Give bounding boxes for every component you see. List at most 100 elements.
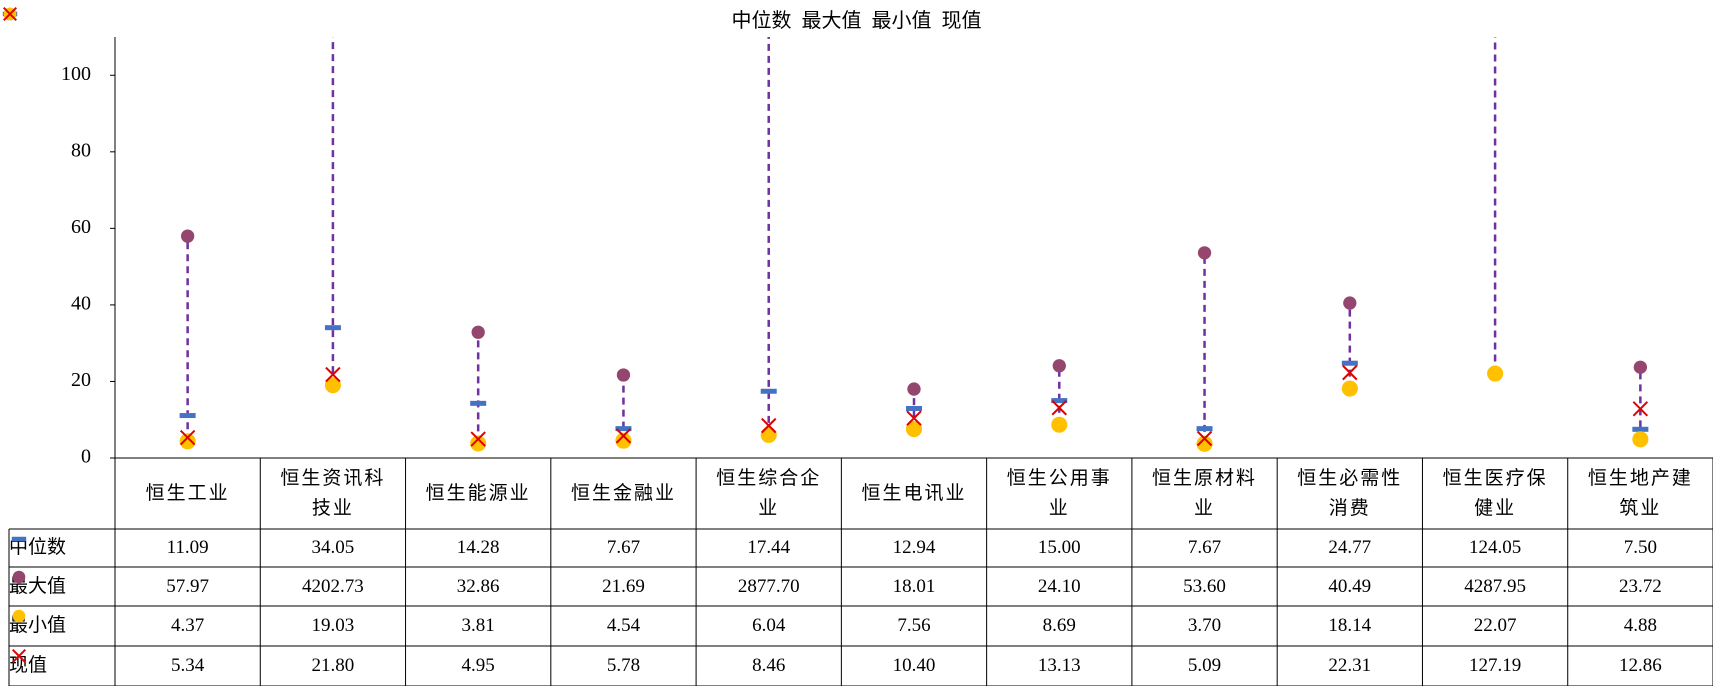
value-label: 7.67 (1187, 537, 1222, 558)
value-label: 3.70 (1187, 615, 1222, 636)
marker (1196, 426, 1213, 432)
legend-label: 最小值 (871, 10, 932, 32)
value-label: 12.94 (892, 537, 936, 558)
marker-icon (907, 382, 921, 396)
value-label: 7.67 (606, 537, 641, 558)
x-tick-label: 恒生金融业 (570, 482, 676, 504)
value-label: 5.34 (171, 655, 205, 676)
table-cell: 32.86 (406, 567, 551, 606)
table-cell: 23.72 (1568, 567, 1713, 606)
y-tick-label: 40 (71, 293, 91, 315)
marker (1051, 416, 1068, 433)
value-label: 24.77 (1328, 537, 1372, 558)
row-label: 中位数 (9, 537, 67, 558)
table-cell: 4202.73 (260, 567, 405, 606)
marker (1343, 296, 1357, 310)
value-label: 12.86 (1618, 655, 1662, 676)
marker (1341, 360, 1358, 366)
marker-icon (11, 536, 27, 542)
marker-icon (179, 413, 196, 419)
y-tick-label: 60 (71, 216, 91, 238)
x-tick-label: 恒生公用事业 (1006, 467, 1112, 519)
legend: 中位数 最大值 最小值 现值 (0, 4, 1713, 33)
table-cell: 7.67 (1132, 529, 1277, 567)
value-label: 19.03 (311, 615, 355, 636)
marker-icon (1633, 360, 1648, 374)
marker-icon (906, 405, 922, 411)
legend-item: 最大值 (3, 4, 862, 33)
value-label: 22.31 (1328, 655, 1372, 676)
value-label: 17.44 (747, 537, 791, 558)
table-cell: 4.37 (115, 606, 260, 646)
marker-icon (615, 428, 632, 444)
table-cell: 11.09 (115, 529, 260, 567)
marker-icon (1487, 365, 1504, 382)
value-label: 4.95 (461, 655, 495, 676)
table-cell: 12.94 (841, 529, 986, 567)
legend-label: 现值 (941, 10, 982, 32)
marker-icon (12, 570, 26, 584)
marker-icon (615, 432, 632, 449)
table-cell: 8.69 (987, 606, 1132, 646)
value-label: 18.14 (1328, 615, 1372, 636)
value-label: 3.81 (461, 615, 495, 636)
marker (615, 432, 632, 449)
table-cell: 13.13 (987, 646, 1132, 686)
value-label: 32.86 (456, 575, 500, 597)
value-label: 7.50 (1623, 537, 1657, 558)
value-label: 21.69 (602, 575, 645, 597)
category-cell: 恒生金融业 (551, 458, 696, 529)
table-cell: 4.95 (406, 646, 551, 686)
marker-icon (761, 417, 777, 434)
marker (180, 229, 195, 243)
value-label: 5.09 (1187, 655, 1222, 676)
row-icon (12, 570, 26, 584)
table-cell: 10.40 (841, 646, 986, 686)
marker-icon (324, 377, 341, 394)
value-label: 5.78 (606, 655, 641, 676)
x-tick-label: 恒生能源业 (425, 482, 531, 504)
table-cell: 4.88 (1568, 606, 1713, 646)
category-cell: 恒生必需性消费 (1277, 458, 1422, 529)
y-tick-label: 80 (71, 139, 91, 161)
category-cell: 恒生电讯业 (841, 458, 986, 529)
marker-icon (470, 435, 487, 452)
value-label: 127.19 (1468, 655, 1522, 676)
marker (906, 405, 922, 411)
table-cell: 12.86 (1568, 646, 1713, 686)
table-cell: 2877.70 (696, 567, 841, 606)
value-label: 2877.70 (737, 575, 800, 597)
marker-icon (616, 368, 631, 382)
marker (1633, 360, 1648, 374)
marker-icon (471, 325, 485, 339)
table-cell: 4287.95 (1422, 567, 1567, 606)
marker (325, 366, 341, 383)
marker-icon (470, 431, 486, 447)
marker (906, 410, 922, 426)
marker (470, 400, 487, 406)
marker (1632, 401, 1649, 417)
marker-icon (1632, 401, 1649, 417)
marker (1051, 400, 1067, 416)
table-cell: 7.56 (841, 606, 986, 646)
marker (1196, 435, 1213, 452)
x-tick-label: 恒生电讯业 (861, 482, 967, 504)
marker (471, 325, 485, 339)
marker (470, 431, 486, 447)
marker (1196, 430, 1213, 447)
marker-icon (906, 410, 922, 426)
table-cell: 24.77 (1277, 529, 1422, 567)
legend-item: 中位数 (2, 4, 792, 33)
marker-icon (905, 421, 923, 438)
x-tick-label: 恒生资讯科技业 (280, 467, 386, 519)
marker-icon (760, 388, 777, 394)
category-cell: 恒生综合企业 (696, 458, 841, 529)
marker-icon (2, 6, 18, 22)
marker-icon (615, 426, 632, 432)
marker (1342, 364, 1358, 381)
table-cell: 127.19 (1422, 646, 1567, 686)
marker (179, 433, 196, 450)
marker (470, 435, 487, 452)
table-cell: 18.14 (1277, 606, 1422, 646)
value-label: 4.54 (606, 615, 641, 636)
